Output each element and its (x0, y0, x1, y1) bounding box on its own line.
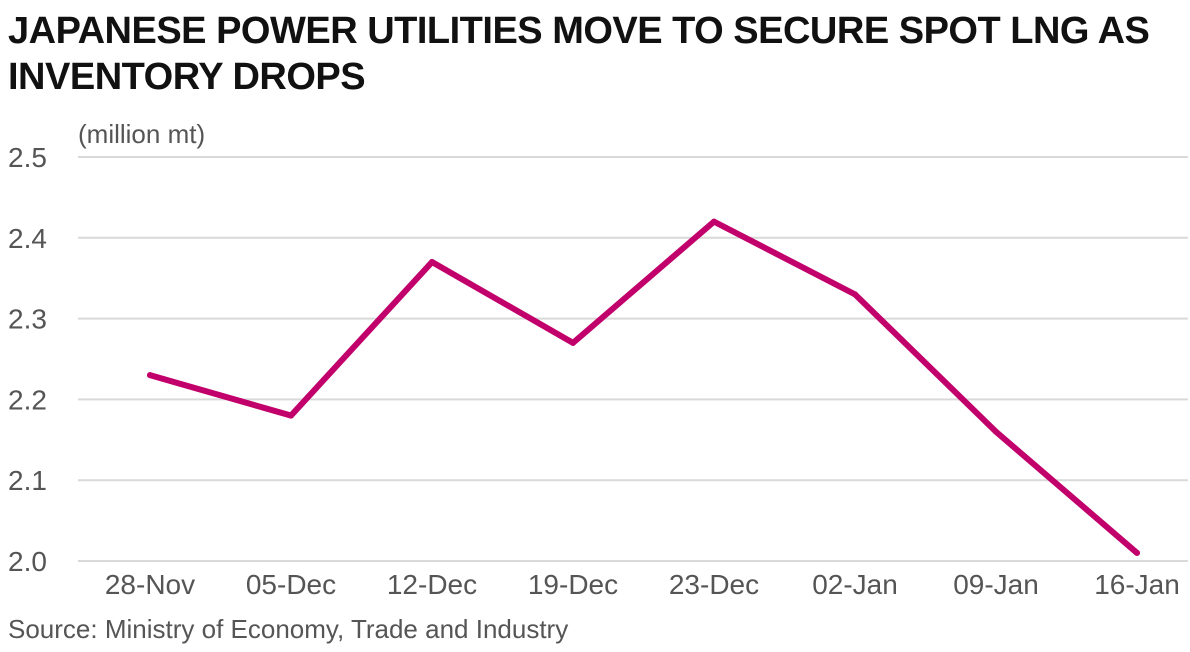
data-point-28-Nov (147, 372, 153, 379)
y-unit-label: (million mt) (78, 119, 205, 149)
x-tick-label: 02-Jan (812, 569, 898, 600)
data-point-02-Jan (852, 291, 858, 298)
y-axis: 2.0 2.1 2.2 2.3 2.4 2.5 (8, 142, 47, 577)
series-lng-inventory (147, 218, 1140, 556)
chart-title: JAPANESE POWER UTILITIES MOVE TO SECURE … (8, 10, 1150, 98)
x-tick-label: 12-Dec (387, 569, 477, 600)
data-point-16-Jan (1134, 549, 1140, 556)
x-tick-label: 23-Dec (669, 569, 759, 600)
data-point-12-Dec (429, 259, 435, 266)
gridlines (78, 156, 1188, 562)
y-tick-label: 2.3 (8, 304, 47, 335)
data-point-09-Jan (993, 428, 999, 435)
y-tick-label: 2.1 (8, 465, 47, 496)
data-point-23-Dec (711, 218, 717, 225)
data-point-05-Dec (288, 412, 294, 419)
y-tick-label: 2.5 (8, 142, 47, 173)
y-tick-label: 2.2 (8, 384, 47, 415)
series-line (147, 218, 1140, 556)
x-tick-label: 16-Jan (1094, 569, 1180, 600)
x-tick-label: 19-Dec (528, 569, 618, 600)
x-tick-label: 28-Nov (105, 569, 195, 600)
data-point-19-Dec (570, 339, 576, 346)
x-axis: 28-Nov 05-Dec 12-Dec 19-Dec 23-Dec 02-Jan 09-J… (105, 569, 1180, 600)
x-tick-label: 05-Dec (246, 569, 336, 600)
x-tick-label: 09-Jan (953, 569, 1039, 600)
y-tick-label: 2.4 (8, 223, 47, 254)
source-note: Source: Ministry of Economy, Trade and I… (8, 614, 569, 644)
y-tick-label: 2.0 (8, 546, 47, 577)
